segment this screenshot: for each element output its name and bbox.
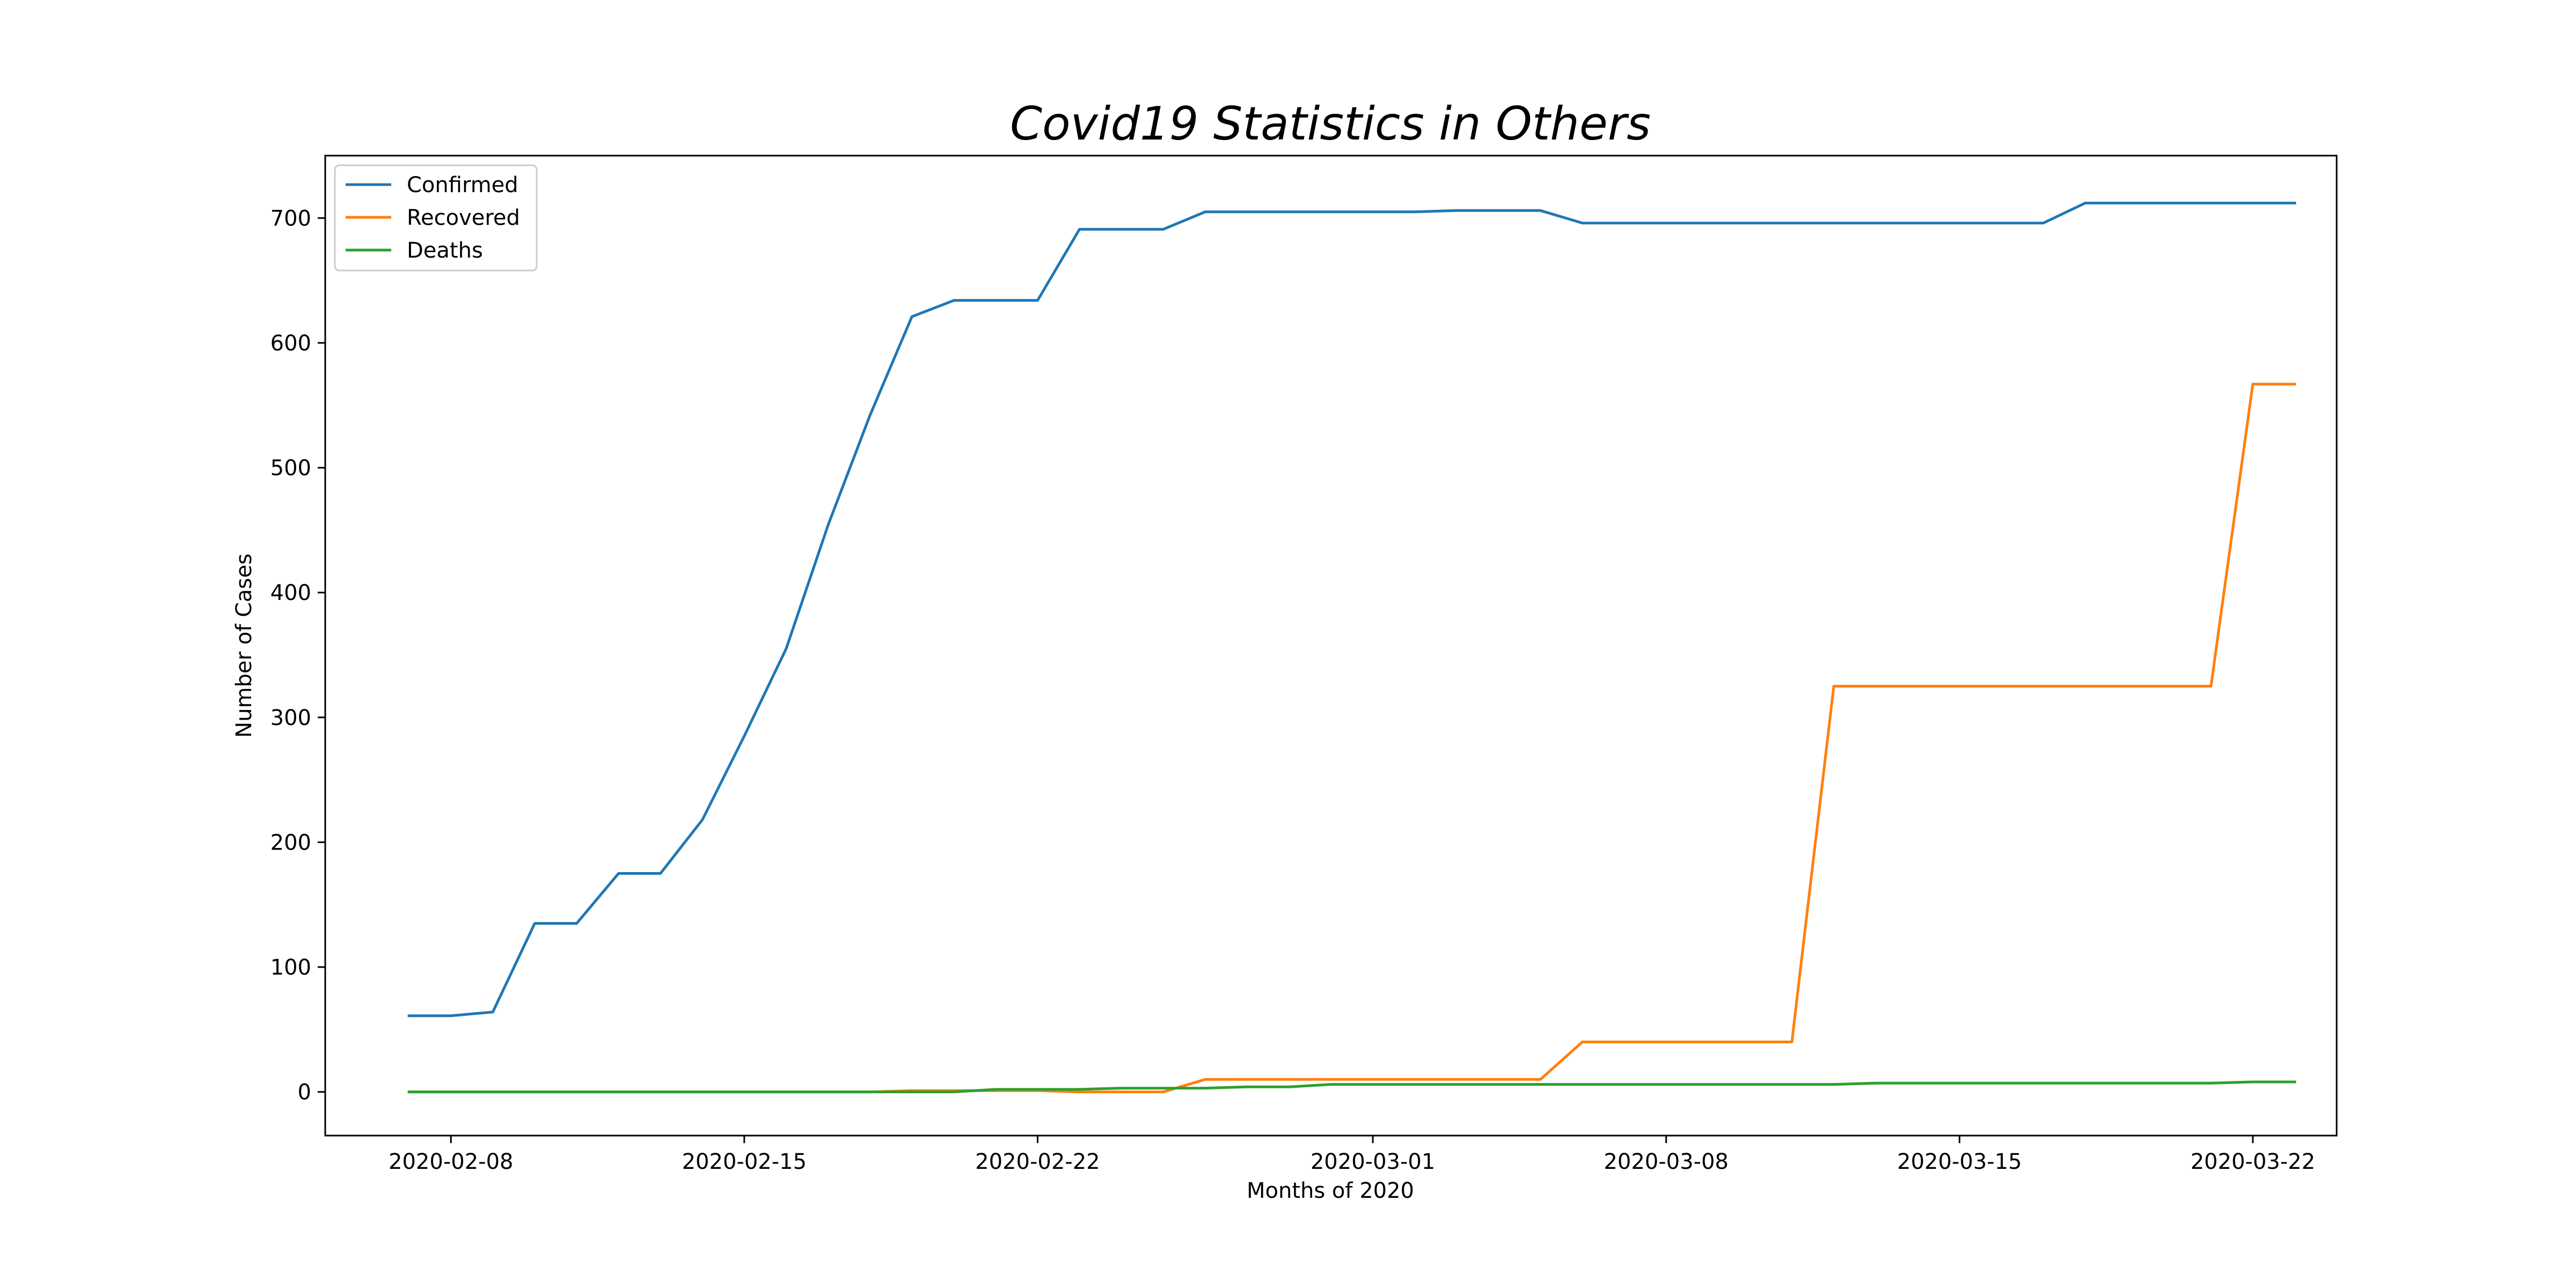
- legend-label-recovered: Recovered: [407, 206, 520, 230]
- y-tick-label: 300: [270, 706, 311, 730]
- y-tick-label: 500: [270, 456, 311, 481]
- y-tick-label: 0: [298, 1080, 311, 1105]
- x-tick-label: 2020-03-01: [1311, 1150, 1435, 1174]
- series-line-recovered: [407, 383, 2296, 1094]
- series-lines: [407, 201, 2296, 1094]
- y-tick-label: 100: [270, 955, 311, 980]
- legend-label-confirmed: Confirmed: [407, 173, 518, 197]
- chart-title: Covid19 Statistics in Others: [1010, 97, 1651, 151]
- legend-box: [334, 164, 538, 272]
- series-line-confirmed: [407, 201, 2296, 1018]
- y-tick-label: 600: [270, 331, 311, 356]
- plot-area: [324, 155, 2338, 1137]
- x-axis: 2020-02-08 2020-02-15 2020-02-22 2020-03-01…: [389, 1136, 2315, 1174]
- x-tick-label: 2020-03-15: [1897, 1150, 2022, 1174]
- x-tick-label: 2020-02-08: [389, 1150, 513, 1174]
- y-axis-label: Number of Cases: [232, 553, 257, 737]
- x-tick-label: 2020-03-22: [2191, 1150, 2315, 1174]
- x-tick-label: 2020-02-15: [682, 1150, 807, 1174]
- y-tick-label: 700: [270, 206, 311, 231]
- y-tick-label: 200: [270, 830, 311, 855]
- y-tick-label: 400: [270, 581, 311, 605]
- series-line-deaths: [407, 1080, 2296, 1094]
- legend: Confirmed Recovered Deaths: [334, 164, 538, 272]
- legend-label-deaths: Deaths: [407, 238, 483, 263]
- y-axis: 0 100 200 300 400 500 600 700: [270, 206, 325, 1105]
- x-axis-label: Months of 2020: [1247, 1179, 1414, 1203]
- x-tick-label: 2020-03-08: [1604, 1150, 1728, 1174]
- x-tick-label: 2020-02-22: [975, 1150, 1100, 1174]
